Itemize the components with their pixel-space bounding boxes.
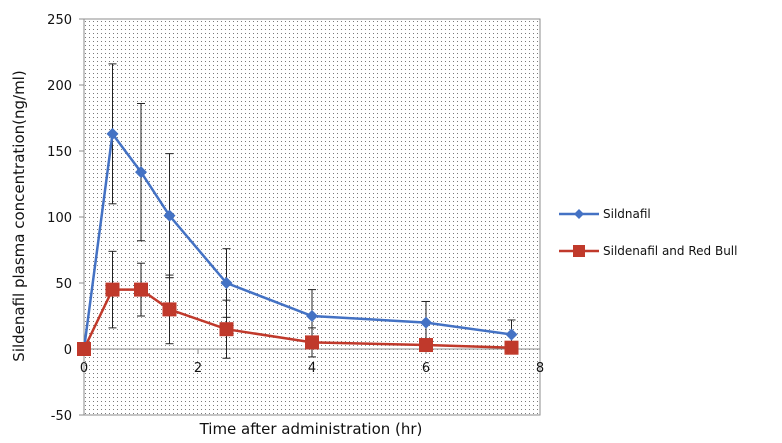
data-point-diamond xyxy=(420,316,432,329)
x-tick-label: 2 xyxy=(194,361,202,376)
x-tick-label: 8 xyxy=(536,361,544,376)
legend: Sildnafil Sildenafil and Red Bull xyxy=(559,207,737,258)
legend-label: Sildnafil xyxy=(603,207,651,221)
legend-marker-diamond xyxy=(574,209,584,219)
data-point-square xyxy=(419,338,433,353)
y-tick-label: -50 xyxy=(51,409,72,424)
data-point-diamond xyxy=(306,310,318,322)
y-tick-label: 0 xyxy=(64,343,72,358)
tick-labels: -50 0 50 100 150 200 250 0 2 4 6 8 xyxy=(47,13,544,424)
data-point-diamond xyxy=(505,328,518,341)
legend-label: Sildenafil and Red Bull xyxy=(603,244,737,258)
data-point-diamond xyxy=(135,166,147,179)
x-tick-label: 0 xyxy=(80,361,88,376)
x-axis-title: Time after administration (hr) xyxy=(199,420,423,438)
y-tick-label: 50 xyxy=(55,277,72,292)
data-point-square xyxy=(105,282,120,297)
data-point-diamond xyxy=(163,209,176,222)
series-line-1 xyxy=(82,130,512,350)
y-tick-label: 250 xyxy=(47,13,72,28)
data-point-diamond xyxy=(220,277,233,289)
x-tick-label: 6 xyxy=(422,361,430,376)
data-point-square xyxy=(305,335,319,350)
y-tick-label: 150 xyxy=(47,145,72,160)
data-point-square xyxy=(134,282,148,297)
data-point-diamond xyxy=(106,127,119,140)
series-markers xyxy=(77,127,519,356)
data-point-square xyxy=(77,342,91,356)
data-point-square xyxy=(219,322,234,337)
y-axis-title: Sildenafil plasma concentration(ng/ml) xyxy=(10,70,28,361)
legend-marker-square xyxy=(573,245,585,257)
data-point-square xyxy=(162,302,177,317)
y-tick-label: 100 xyxy=(47,211,72,226)
data-point-square xyxy=(504,340,519,355)
x-tick-label: 4 xyxy=(308,361,316,376)
y-tick-label: 200 xyxy=(47,79,72,94)
